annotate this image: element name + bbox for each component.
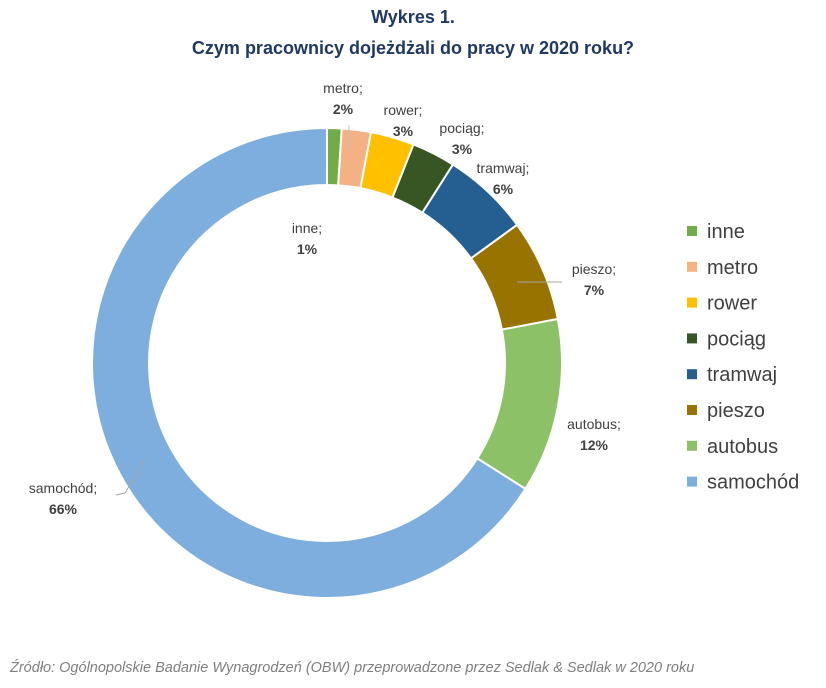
- legend-label-rower: rower: [707, 293, 757, 315]
- legend-label-metro: metro: [707, 257, 758, 279]
- legend-label-inne: inne: [707, 221, 745, 243]
- legend-swatch-inne: [687, 226, 697, 236]
- data-labels: inne; 1% metro; 2% rower; 3% pociąg; 3%tramwaj;…: [29, 80, 621, 517]
- legend-label-pieszo: pieszo: [707, 400, 765, 422]
- data-label-autobus: autobus; 12%: [567, 416, 621, 453]
- legend: inne metro rower pociąg tramwaj pieszo autobus…: [687, 221, 799, 494]
- legend-label-autobus: autobus: [707, 436, 778, 458]
- chart-title-line1: Wykres 1.: [371, 7, 455, 27]
- legend-label-samochod: samochód: [707, 472, 799, 494]
- data-label-metro: metro; 2%: [323, 80, 363, 117]
- data-label-samochod: samochód; 66%: [29, 480, 97, 517]
- data-label-pieszo: pieszo; 7%: [572, 261, 616, 298]
- chart-title: Czym pracownicy dojeżdżali do pracy w 20…: [191, 38, 635, 58]
- leader-lines: [115, 125, 562, 496]
- slice-samochod: [91, 126, 527, 599]
- legend-swatch-autobus: [687, 440, 697, 451]
- slice-autobus: [475, 317, 563, 491]
- donut-slices: [91, 126, 563, 599]
- leader-line-samochod: [115, 459, 146, 496]
- legend-swatch-rower: [687, 297, 697, 308]
- legend-swatch-pociag: [687, 333, 697, 344]
- legend-label-tramwaj: tramwaj: [707, 364, 777, 386]
- data-label-pociag: pociąg; 3%: [439, 120, 484, 157]
- data-label-inne: inne; 1%: [292, 220, 322, 257]
- legend-label-pociag: pociąg: [707, 328, 766, 350]
- legend-swatch-tramwaj: [687, 369, 697, 380]
- legend-swatch-pieszo: [687, 405, 697, 415]
- data-label-tramwaj: tramwaj; 6%: [477, 160, 530, 197]
- donut-chart: inne; 1% metro; 2% rower; 3% pociąg; 3%tramwaj;…: [29, 80, 799, 599]
- data-label-rower: rower; 3%: [384, 102, 423, 139]
- source-note: Źródło: Ogólnopolskie Badanie Wynagrodze…: [10, 660, 695, 676]
- legend-swatch-samochod: [687, 476, 697, 487]
- legend-swatch-metro: [687, 261, 697, 272]
